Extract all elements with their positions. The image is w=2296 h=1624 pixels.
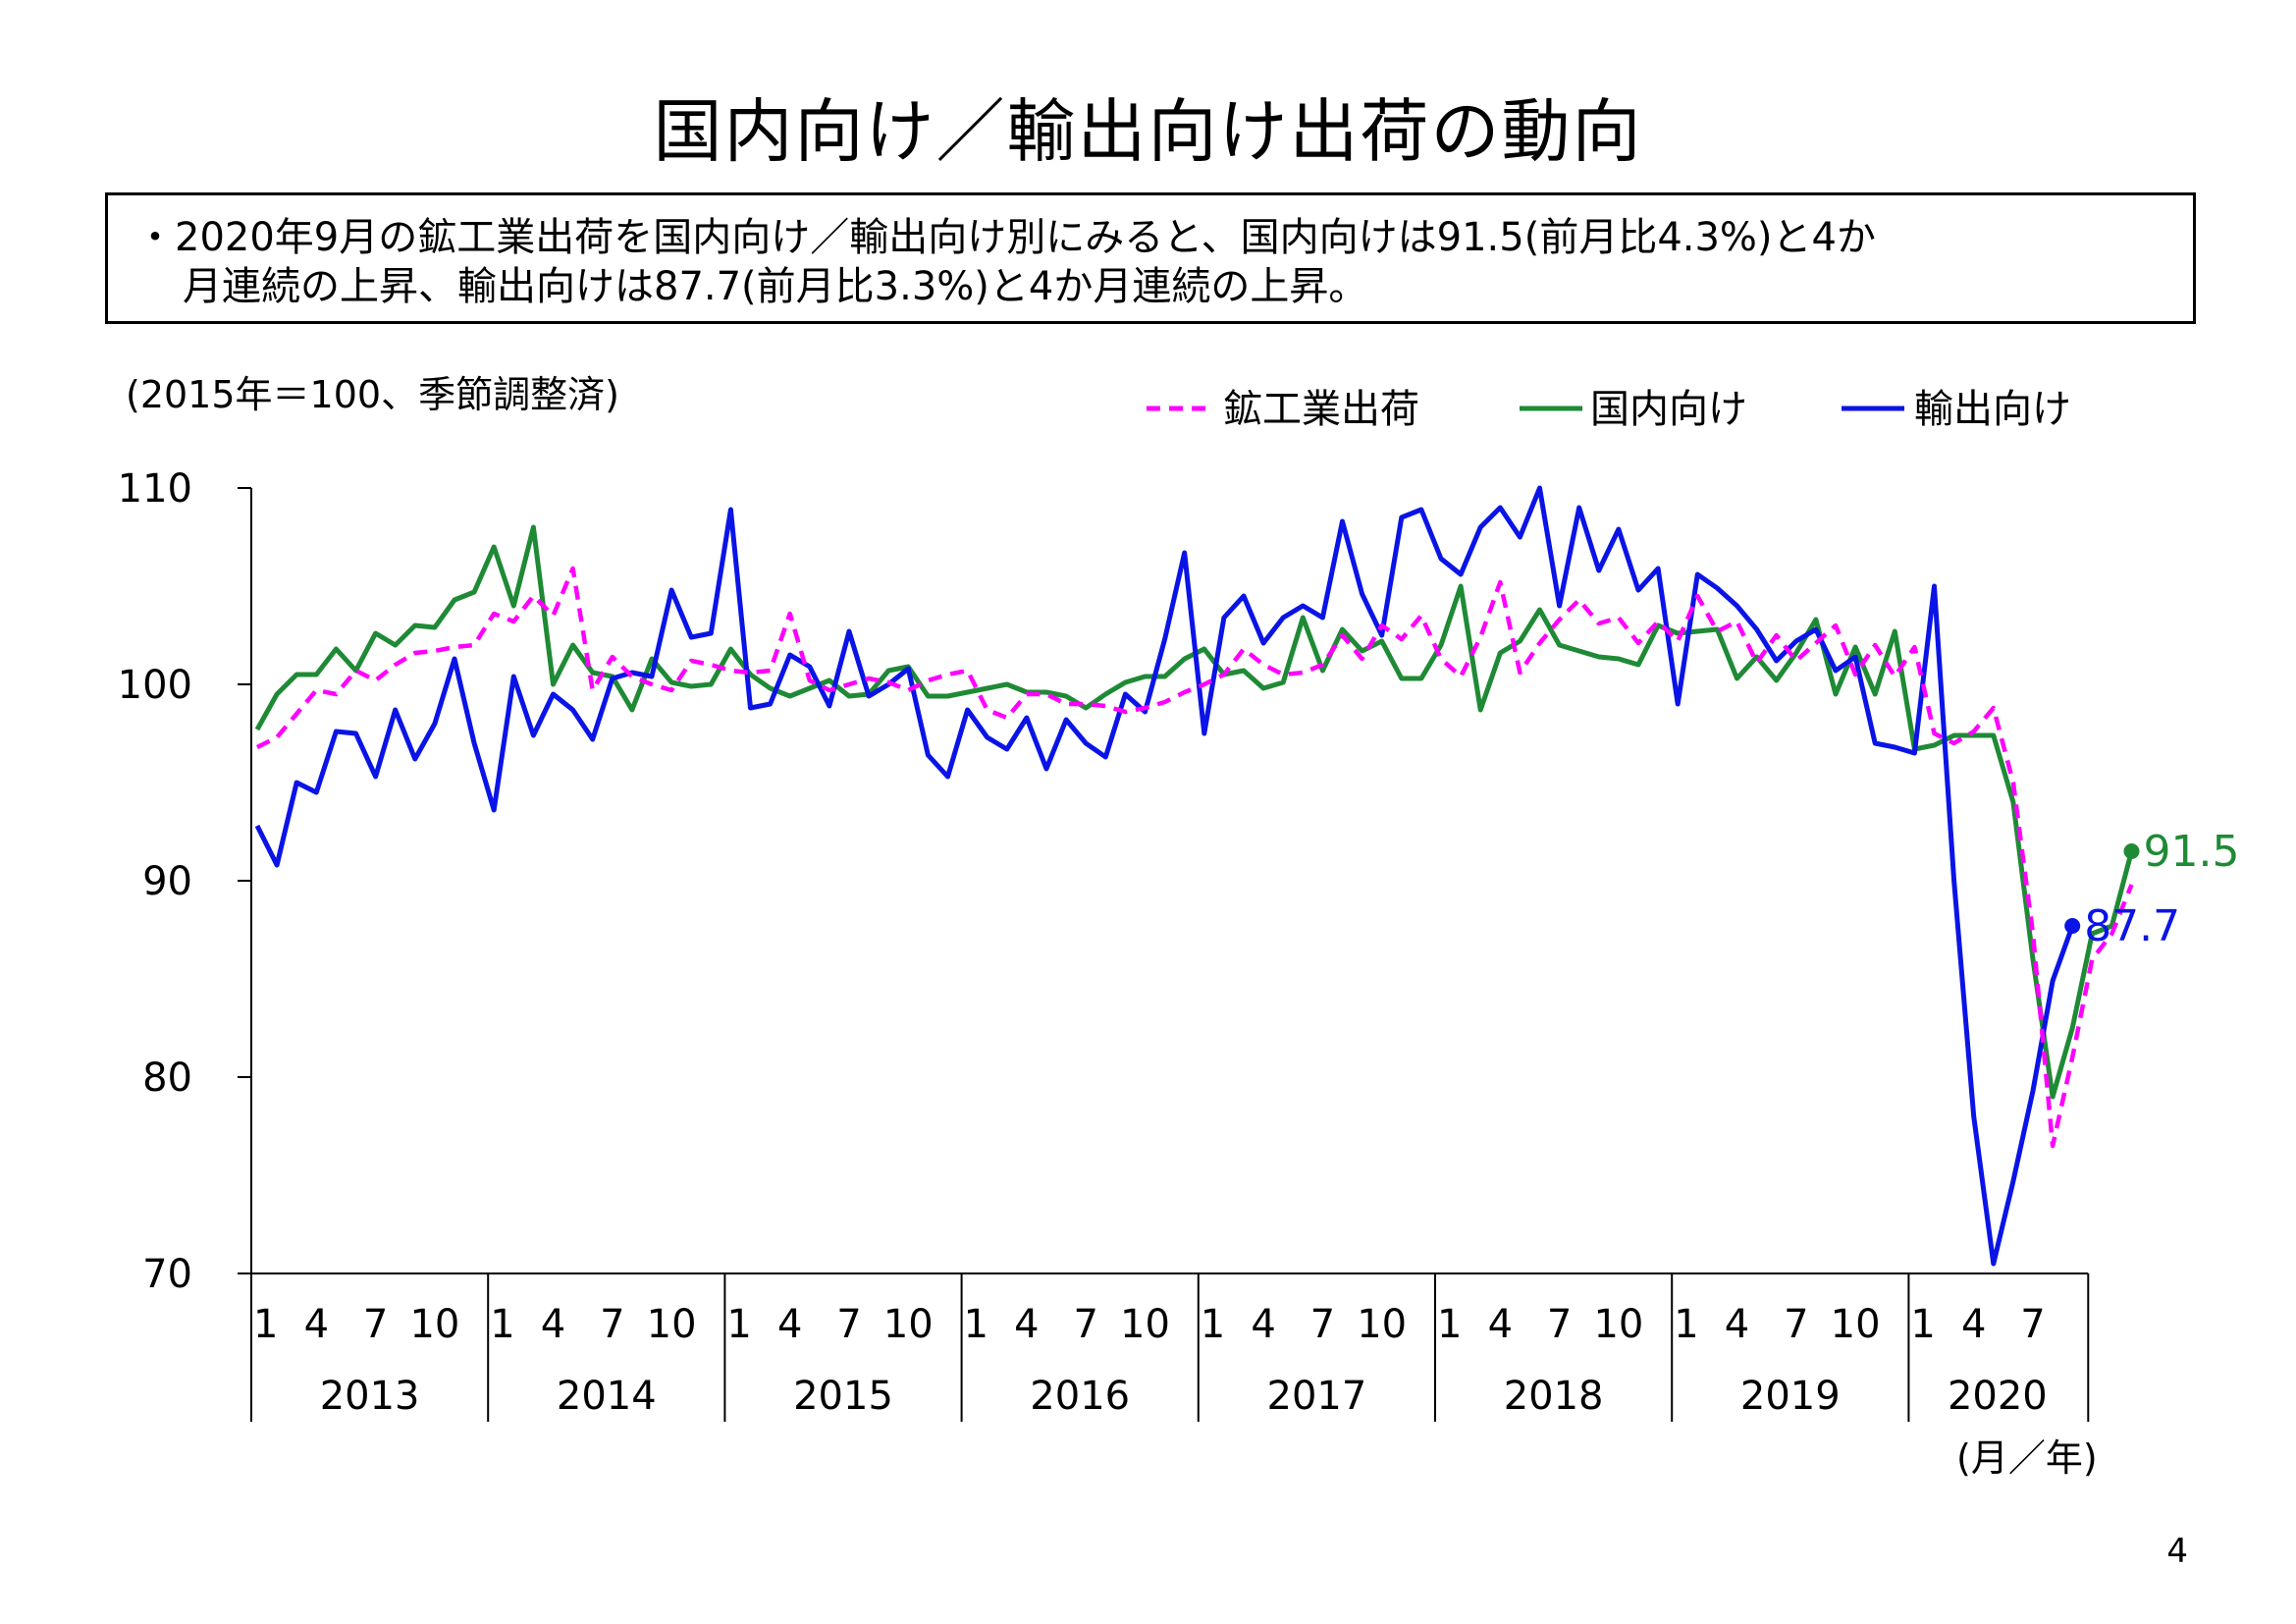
legend-label: 鉱工業出荷: [1223, 387, 1419, 432]
year-label: 2014: [557, 1374, 657, 1419]
series-line-2: [254, 524, 2134, 1100]
year-label: 2013: [320, 1374, 420, 1419]
x-axis-unit: (月／年): [1956, 1436, 2098, 1480]
endpoint-label: 91.5: [2144, 827, 2240, 877]
year-label: 2015: [793, 1374, 893, 1419]
endpoint-marker: [2123, 843, 2140, 859]
series-line-3: [254, 485, 2075, 1267]
month-tick-label: 7: [363, 1302, 388, 1347]
year-label: 2018: [1504, 1374, 1604, 1419]
page-title: 国内向け／輸出向け出荷の動向: [653, 91, 1643, 172]
y-tick-label: 100: [118, 663, 192, 708]
month-tick-label: 4: [777, 1302, 802, 1347]
summary-box: ・2020年9月の鉱工業出荷を国内向け／輸出向け別にみると、国内向けは91.5(…: [105, 192, 2196, 324]
legend-label: 輸出向け: [1914, 387, 2071, 432]
summary-line-1: ・2020年9月の鉱工業出荷を国内向け／輸出向け別にみると、国内向けは91.5(…: [135, 215, 1876, 260]
year-label: 2020: [1948, 1374, 2048, 1419]
month-tick-label: 1: [1201, 1302, 1225, 1347]
month-tick-label: 4: [541, 1302, 565, 1347]
year-label: 2017: [1267, 1374, 1367, 1419]
month-tick-label: 7: [2020, 1302, 2045, 1347]
month-tick-label: 1: [253, 1302, 278, 1347]
y-axis-ticks: 110 100 90 80 70: [118, 466, 251, 1297]
year-label: 2019: [1740, 1374, 1841, 1419]
unit-note: (2015年＝100、季節調整済): [126, 373, 619, 416]
summary-line-2: 月連続の上昇、輸出向けは87.7(前月比3.3%)と4か月連続の上昇。: [183, 264, 1368, 309]
endpoint-labels: 91.5 87.7: [2064, 827, 2239, 951]
legend-label: 国内向け: [1590, 387, 1747, 432]
month-tick-label: 7: [1784, 1302, 1808, 1347]
y-tick-label: 90: [142, 859, 192, 904]
month-tick-label: 10: [1357, 1302, 1407, 1347]
month-tick-label: 1: [964, 1302, 988, 1347]
series-line-1: [255, 566, 2134, 1149]
endpoint-marker: [2064, 918, 2081, 934]
month-tick-label: 7: [1073, 1302, 1097, 1347]
endpoint-label: 87.7: [2084, 901, 2180, 951]
month-tick-label: 1: [1437, 1302, 1462, 1347]
page-number: 4: [2166, 1532, 2188, 1571]
month-tick-label: 4: [304, 1302, 329, 1347]
y-tick-label: 110: [118, 466, 192, 512]
month-tick-label: 7: [1310, 1302, 1335, 1347]
month-tick-label: 7: [600, 1302, 624, 1347]
month-tick-label: 10: [1120, 1302, 1170, 1347]
series-lines: [254, 485, 2134, 1267]
month-tick-label: 10: [1831, 1302, 1881, 1347]
month-tick-label: 1: [1910, 1302, 1935, 1347]
legend: 鉱工業出荷 国内向け 輸出向け: [1147, 387, 2071, 432]
month-tick-label: 4: [1488, 1302, 1513, 1347]
month-tick-label: 7: [1547, 1302, 1572, 1347]
month-tick-label: 10: [647, 1302, 697, 1347]
axes: [250, 488, 2090, 1422]
year-label: 2016: [1030, 1374, 1130, 1419]
month-tick-label: 1: [490, 1302, 514, 1347]
month-tick-label: 1: [1674, 1302, 1698, 1347]
y-tick-label: 80: [142, 1056, 192, 1101]
y-tick-label: 70: [142, 1252, 192, 1297]
month-tick-label: 10: [1593, 1302, 1643, 1347]
month-tick-label: 10: [409, 1302, 459, 1347]
month-tick-label: 10: [883, 1302, 934, 1347]
month-tick-label: 4: [1961, 1302, 1986, 1347]
month-tick-label: 7: [836, 1302, 861, 1347]
month-tick-label: 4: [1014, 1302, 1039, 1347]
month-tick-label: 4: [1251, 1302, 1275, 1347]
month-tick-label: 1: [726, 1302, 751, 1347]
month-tick-label: 4: [1725, 1302, 1749, 1347]
